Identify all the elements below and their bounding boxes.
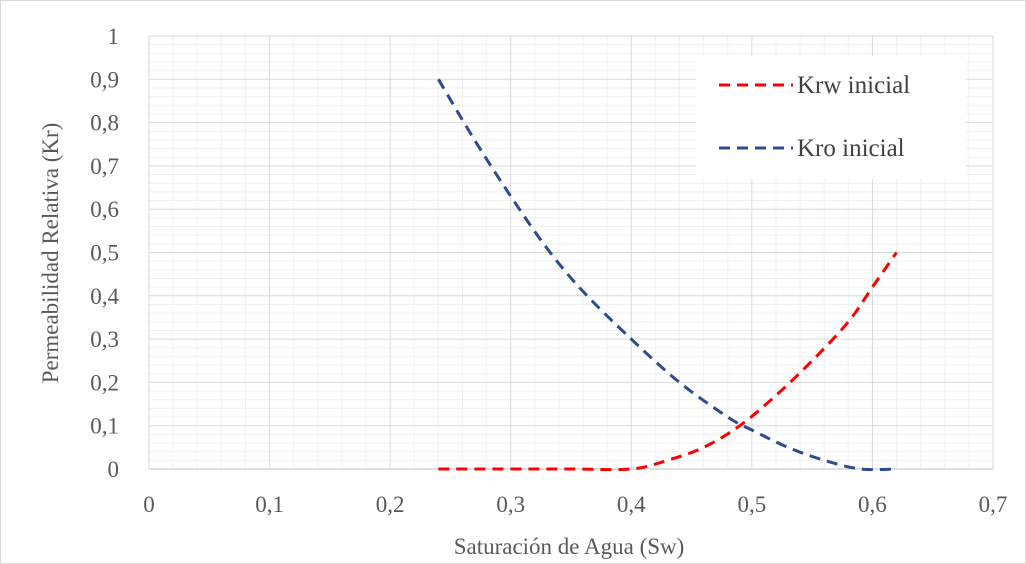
x-tick-label: 0,1 — [255, 492, 284, 517]
y-tick-label: 0,7 — [90, 154, 119, 179]
series-line-krw — [438, 251, 898, 472]
legend-background — [696, 56, 966, 179]
y-tick-label: 0,3 — [90, 327, 119, 352]
y-axis-title: Permeabilidad Relativa (Kr) — [38, 123, 63, 384]
legend-label-kro: Kro inicial — [797, 135, 905, 162]
y-tick-label: 0,2 — [90, 370, 119, 395]
y-tick-label: 1 — [108, 24, 120, 49]
y-tick-labels: 0 0,1 0,2 0,3 0,4 0,5 0,6 0,7 0,8 0,9 1 — [90, 24, 119, 482]
series-line-kro — [437, 78, 897, 472]
x-tick-labels: 0 0,1 0,2 0,3 0,4 0,5 0,6 0,7 — [143, 492, 1007, 517]
x-tick-label: 0,6 — [858, 492, 887, 517]
legend-label-krw: Krw inicial — [797, 72, 910, 99]
y-tick-label: 0,1 — [90, 414, 119, 439]
x-tick-label: 0 — [143, 492, 155, 517]
y-tick-label: 0 — [108, 457, 120, 482]
x-tick-label: 0,5 — [737, 492, 766, 517]
y-tick-label: 0,8 — [90, 111, 119, 136]
legend: Krw inicial Kro inicial — [696, 56, 966, 179]
y-tick-label: 0,6 — [90, 197, 119, 222]
x-tick-label: 0,7 — [979, 492, 1008, 517]
x-tick-label: 0,4 — [617, 492, 646, 517]
series-layer — [437, 78, 898, 472]
y-tick-label: 0,5 — [90, 241, 119, 266]
x-axis-title: Saturación de Agua (Sw) — [454, 534, 685, 559]
x-tick-label: 0,2 — [376, 492, 405, 517]
y-tick-label: 0,4 — [90, 284, 119, 309]
y-tick-label: 0,9 — [90, 67, 119, 92]
x-tick-label: 0,3 — [496, 492, 525, 517]
